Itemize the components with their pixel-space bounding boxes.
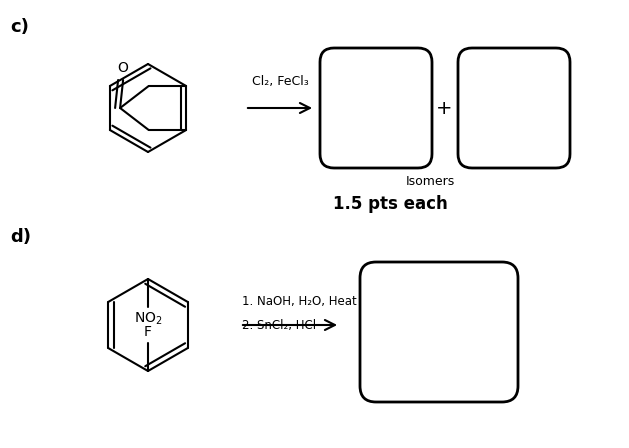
FancyBboxPatch shape [320,48,432,168]
Text: +: + [436,99,452,117]
Text: F: F [144,325,152,339]
Text: c): c) [10,18,29,36]
Text: 2. SnCl₂, HCl: 2. SnCl₂, HCl [242,319,316,332]
Text: Cl₂, FeCl₃: Cl₂, FeCl₃ [252,75,308,88]
Text: 1. NaOH, H₂O, Heat: 1. NaOH, H₂O, Heat [242,295,357,308]
Text: O: O [118,61,128,75]
Text: 1.5 pts each: 1.5 pts each [333,195,447,213]
Text: Isomers: Isomers [405,175,455,188]
Text: d): d) [10,228,31,246]
FancyBboxPatch shape [360,262,518,402]
Text: NO$_2$: NO$_2$ [134,311,162,327]
FancyBboxPatch shape [458,48,570,168]
